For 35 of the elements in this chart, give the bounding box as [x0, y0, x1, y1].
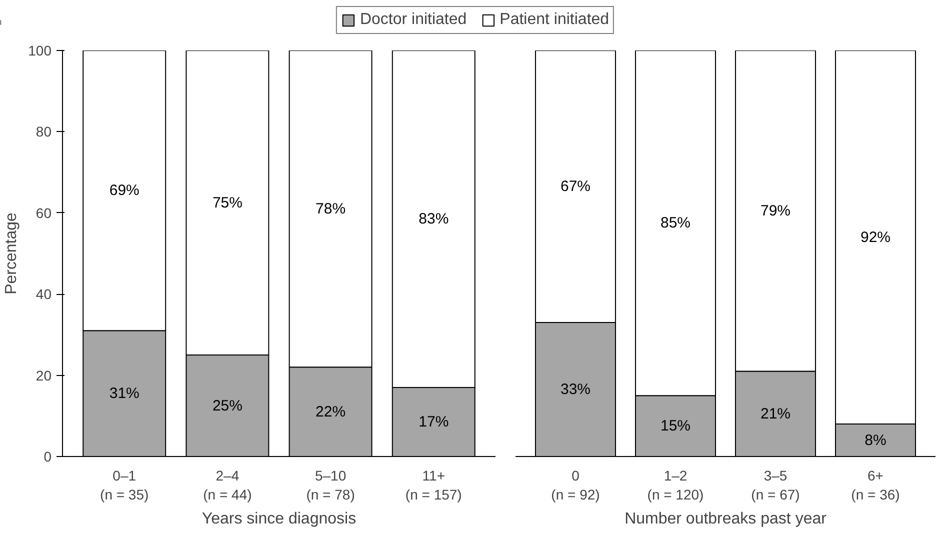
data-label: 75%: [212, 194, 242, 212]
data-label: 25%: [212, 397, 242, 414]
data-label: 78%: [316, 200, 346, 218]
y-tick-label: 20: [36, 367, 52, 384]
y-tick-label: 40: [36, 286, 52, 302]
y-tick-label: 0: [44, 448, 52, 464]
x-tick-label: 0 (n = 92): [551, 468, 600, 503]
data-label: 33%: [560, 381, 591, 398]
y-tick-label: 100: [28, 42, 52, 58]
data-label: 8%: [864, 432, 886, 449]
data-label: 79%: [760, 202, 791, 220]
data-label: 69%: [109, 182, 140, 200]
legend-label: Patient initiated: [500, 11, 610, 29]
x-tick-label: 1–2 (n = 120): [647, 468, 704, 503]
x-tick-label: 11+ (n = 157): [405, 468, 462, 503]
data-label: 85%: [660, 214, 691, 232]
x-tick-label: 5–10 (n = 78): [306, 468, 355, 503]
data-label: 17%: [418, 413, 449, 430]
y-tick-label: 80: [36, 124, 52, 140]
x-axis-title: Number outbreaks past year: [624, 510, 828, 528]
data-label: 67%: [560, 178, 591, 196]
x-tick-label: 6+ (n = 36): [851, 468, 900, 503]
x-axis-title: Years since diagnosis: [202, 510, 356, 528]
legend-label: Doctor initiated: [360, 11, 467, 29]
x-tick-label: 2–4 (n = 44): [203, 468, 252, 503]
data-label: 22%: [316, 403, 346, 420]
x-tick-label: 0–1 (n = 35): [100, 468, 149, 503]
data-label: 83%: [418, 210, 449, 228]
y-tick-label: 60: [36, 204, 52, 221]
data-label: 21%: [760, 405, 791, 422]
data-label: 92%: [860, 228, 891, 246]
y-axis-title: Percentage: [3, 212, 20, 294]
x-tick-label: 3–5 (n = 67): [751, 468, 800, 503]
data-label: 31%: [109, 385, 140, 402]
data-label: 15%: [660, 418, 691, 435]
